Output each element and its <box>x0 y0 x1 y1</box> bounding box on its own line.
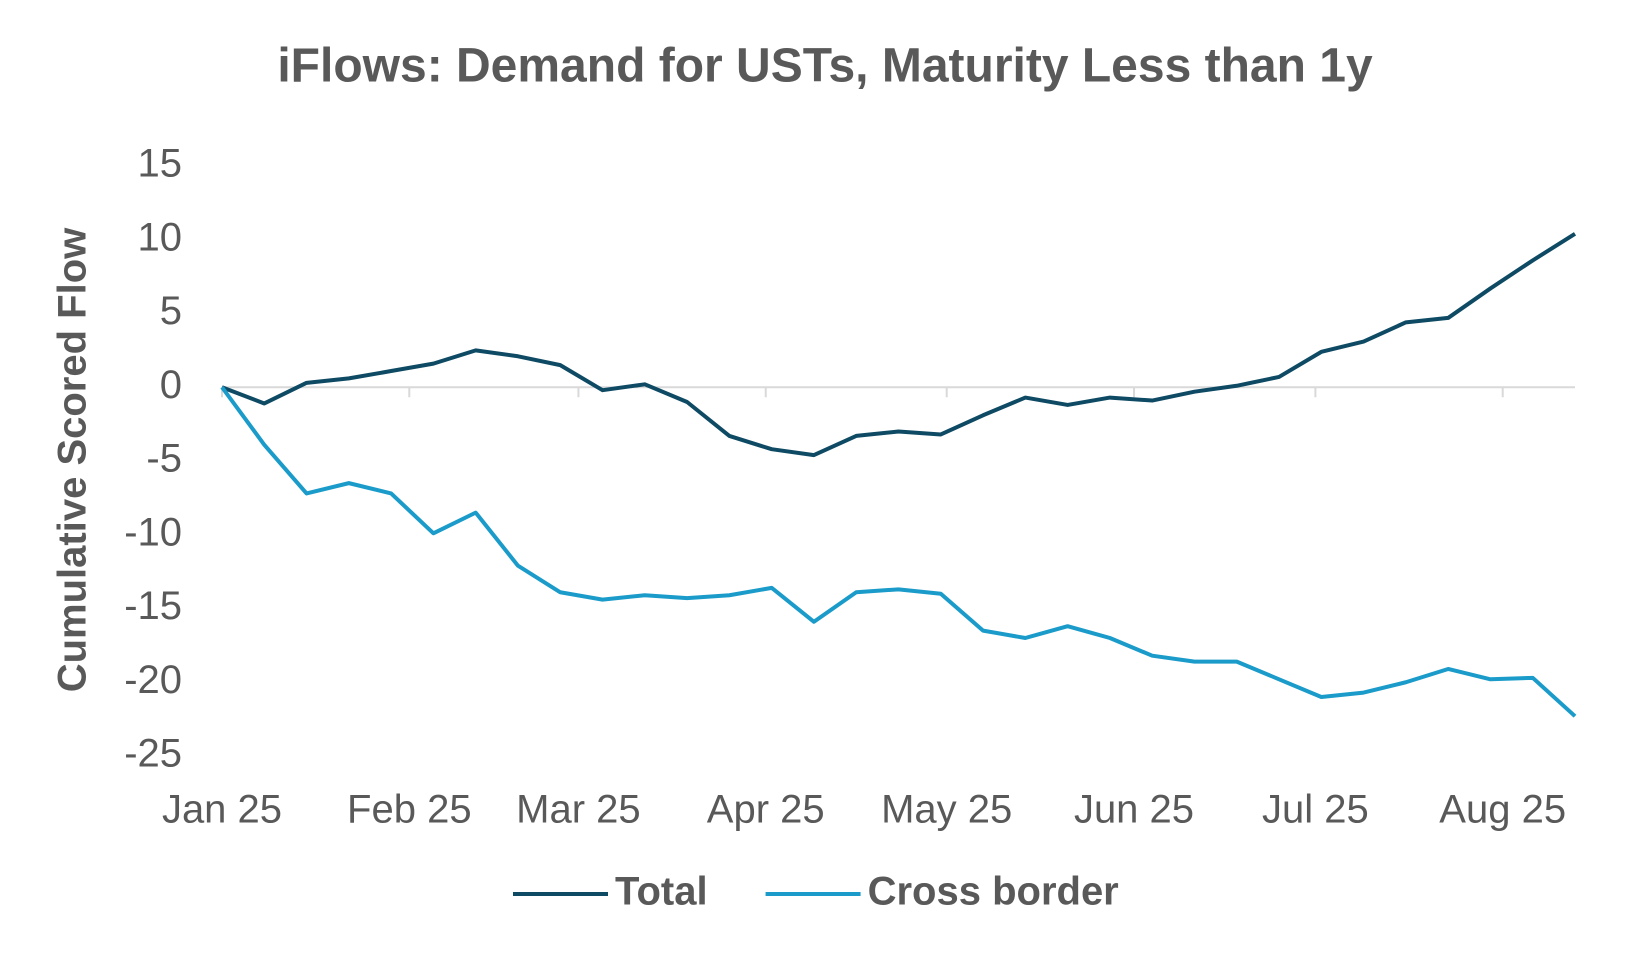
y-tick-label: 0 <box>160 363 182 407</box>
y-tick-label: 5 <box>160 289 182 333</box>
legend-label: Total <box>615 870 708 914</box>
series-line <box>220 386 1577 718</box>
x-tick-label: Jun 25 <box>1074 788 1194 832</box>
x-tick-label: Apr 25 <box>707 788 825 832</box>
y-tick-label: 15 <box>138 142 183 186</box>
x-tick-label: Aug 25 <box>1439 788 1566 832</box>
y-tick-label: -25 <box>124 732 182 776</box>
y-tick-label: -20 <box>124 658 182 702</box>
series-line <box>221 232 1577 458</box>
y-tick-label: -15 <box>124 584 182 628</box>
x-tick-label: Mar 25 <box>516 788 641 832</box>
y-tick-label: 10 <box>138 215 183 259</box>
x-tick-label: Jan 25 <box>162 788 282 832</box>
legend-label: Cross border <box>868 870 1119 914</box>
x-tick-label: May 25 <box>881 788 1012 832</box>
y-axis-label: Cumulative Scored Flow <box>51 227 95 692</box>
chart-title: iFlows: Demand for USTs, Maturity Less t… <box>277 40 1373 93</box>
x-tick-label: Feb 25 <box>347 788 472 832</box>
y-tick-label: -5 <box>146 437 182 481</box>
x-tick-label: Jul 25 <box>1262 788 1369 832</box>
y-tick-label: -10 <box>124 510 182 554</box>
